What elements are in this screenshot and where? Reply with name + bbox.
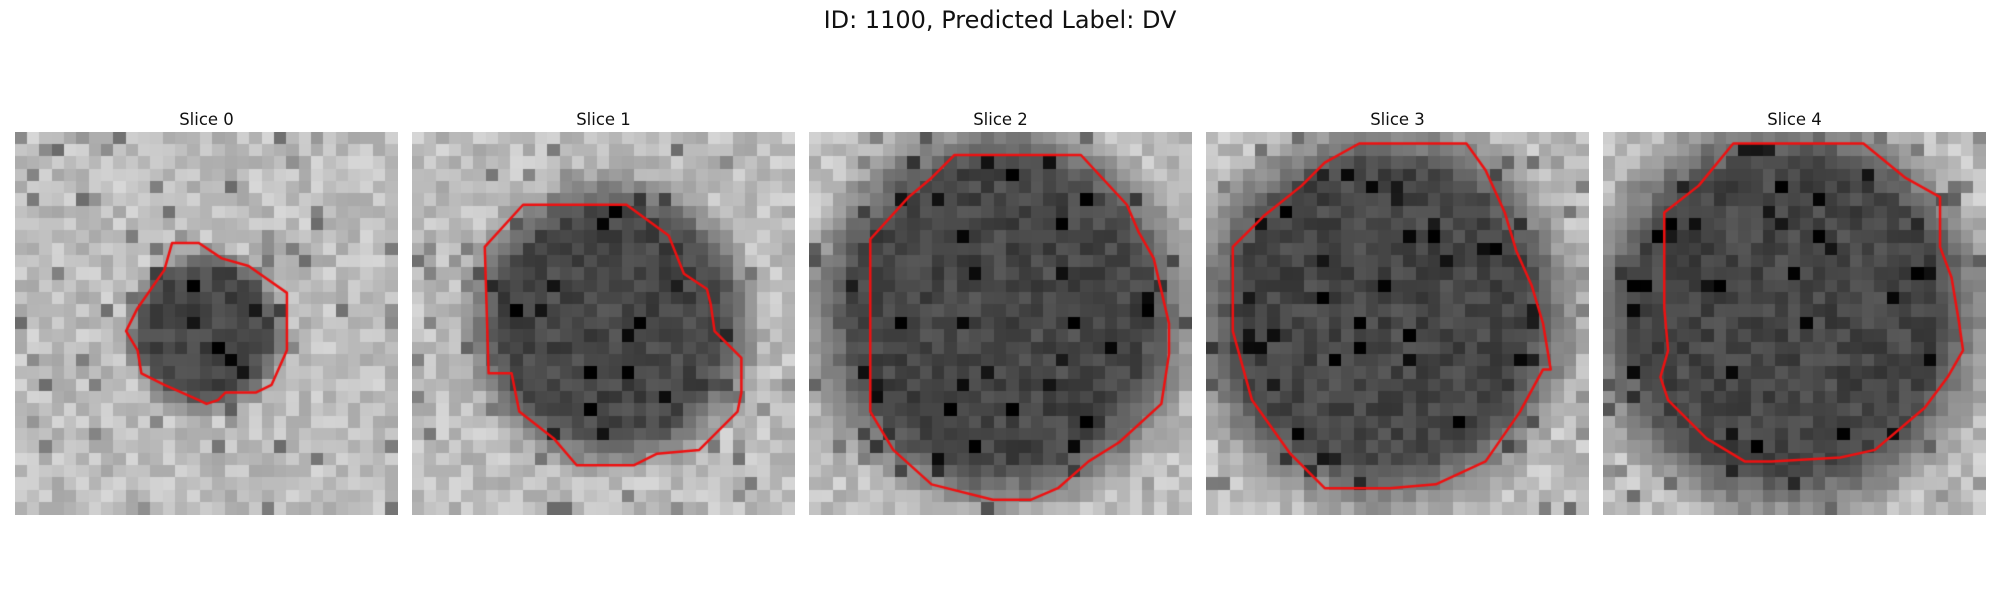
- slice-title-2: Slice 2: [973, 110, 1028, 129]
- figure-title: ID: 1100, Predicted Label: DV: [823, 6, 1177, 34]
- slice-image-1: [412, 132, 795, 515]
- slice-panel-4: Slice 4: [1603, 108, 1986, 515]
- slice-title-4: Slice 4: [1767, 110, 1822, 129]
- slice-image-3: [1206, 132, 1589, 515]
- slice-title-3: Slice 3: [1370, 110, 1425, 129]
- slice-title-1: Slice 1: [576, 110, 631, 129]
- slice-image-2: [809, 132, 1192, 515]
- slice-panel-2: Slice 2: [809, 108, 1192, 515]
- slice-panel-1: Slice 1: [412, 108, 795, 515]
- slice-panel-3: Slice 3: [1206, 108, 1589, 515]
- slice-image-0: [15, 132, 398, 515]
- slice-title-0: Slice 0: [179, 110, 234, 129]
- slice-image-4: [1603, 132, 1986, 515]
- slice-panel-0: Slice 0: [15, 108, 398, 515]
